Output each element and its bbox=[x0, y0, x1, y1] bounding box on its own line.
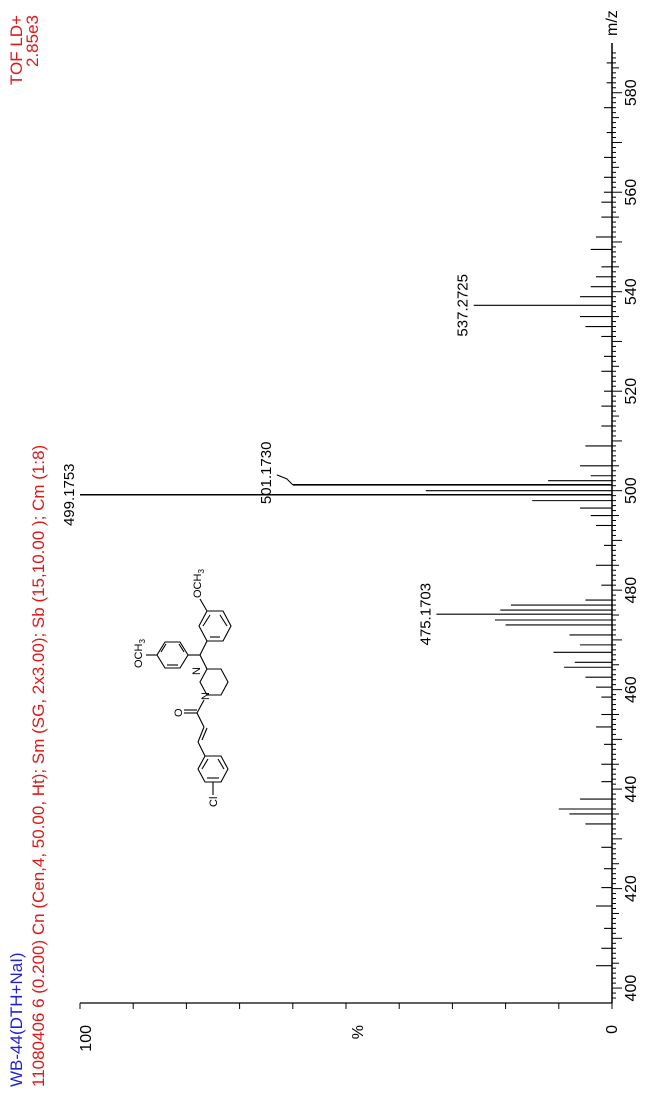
x-tick-label: 460 bbox=[623, 676, 640, 703]
ring-double-bond bbox=[219, 614, 228, 627]
methoxy-label-upper: OCH3 bbox=[192, 569, 206, 598]
x-tick-label: 560 bbox=[623, 179, 640, 206]
x-tick-label: 580 bbox=[623, 79, 640, 106]
peak-label: 501.1730 bbox=[258, 442, 275, 505]
alkene-bond bbox=[197, 726, 205, 743]
x-tick-label: 500 bbox=[623, 477, 640, 504]
nitrogen-label: N bbox=[200, 692, 212, 700]
alkene-double-bond bbox=[201, 727, 208, 741]
intensity-scale: 2.85e3 bbox=[23, 15, 42, 67]
peak-annotations: 475.1703 499.1753 501.1730 537.2725 bbox=[61, 274, 472, 645]
x-tick-label: 440 bbox=[623, 776, 640, 803]
x-tick-label: 540 bbox=[623, 278, 640, 305]
methoxyphenyl-ring-upper bbox=[198, 610, 232, 642]
methoxyphenyl-ring-lower bbox=[156, 641, 189, 669]
peak-series bbox=[80, 62, 612, 967]
ring-double-bond bbox=[201, 758, 209, 770]
ring-double-bond bbox=[178, 643, 185, 653]
oxygen-label: O bbox=[173, 708, 185, 717]
y-axis-unit: % bbox=[350, 1025, 367, 1039]
n-ch-bond bbox=[199, 654, 208, 670]
y-axis-ticks bbox=[79, 1003, 613, 1009]
scan-info: 11080406 6 (0.200) Cn (Cen,4, 50.00, Ht)… bbox=[29, 445, 48, 1087]
piperazine-ring bbox=[199, 668, 229, 696]
ring-double-bond bbox=[217, 758, 225, 770]
x-axis-unit: m/z bbox=[604, 10, 621, 36]
amide-bond bbox=[196, 699, 205, 714]
peak-label: 537.2725 bbox=[455, 274, 472, 337]
chain-bond bbox=[197, 741, 206, 757]
chemical-structure bbox=[146, 598, 232, 795]
x-axis-tick-labels: 400 420 440 460 480 500 520 540 560 580 bbox=[623, 79, 640, 1001]
ring-double-bond bbox=[202, 614, 211, 627]
o-bond bbox=[199, 598, 208, 612]
chain-bond bbox=[196, 712, 205, 728]
x-tick-label: 520 bbox=[623, 378, 640, 405]
sample-title: WB-44(DTH+NaI) bbox=[7, 952, 26, 1087]
peak-label: 499.1753 bbox=[61, 463, 78, 526]
chlorine-label: Cl bbox=[208, 797, 220, 807]
ring-double-bond bbox=[160, 643, 167, 653]
x-tick-label: 420 bbox=[623, 875, 640, 902]
y-tick-label-0: 0 bbox=[604, 1025, 621, 1034]
ch-aryl-bond bbox=[199, 640, 208, 656]
y-tick-label-100: 100 bbox=[78, 1025, 95, 1052]
annotation-leader bbox=[276, 474, 294, 486]
nitrogen-label: N bbox=[191, 667, 203, 675]
x-axis-ticks bbox=[612, 52, 622, 999]
methoxy-label-lower: OCH3 bbox=[133, 639, 147, 668]
x-tick-label: 400 bbox=[623, 975, 640, 1002]
x-tick-label: 480 bbox=[623, 577, 640, 604]
peak-label: 475.1703 bbox=[417, 583, 434, 646]
acquisition-mode: TOF LD+ bbox=[7, 15, 26, 85]
